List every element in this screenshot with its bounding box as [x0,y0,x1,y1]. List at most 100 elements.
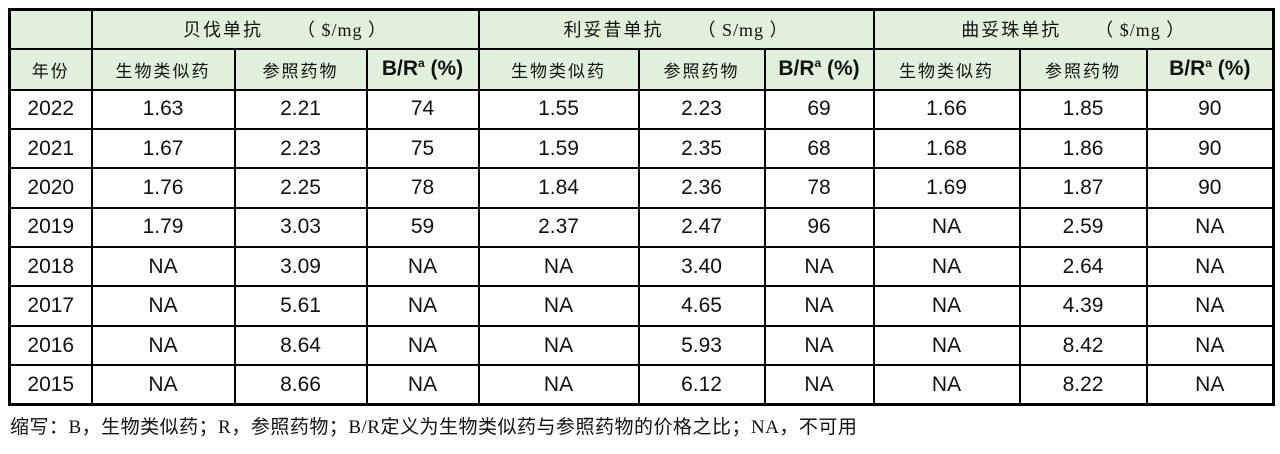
value-cell: 59 [365,206,480,249]
value-cell: 6.12 [637,364,766,406]
year-cell: 2015 [8,364,93,406]
value-cell: 8.64 [233,324,368,367]
br-ratio-header-cell: B/Ra (%) [763,47,875,91]
value-cell: 2.21 [233,88,368,130]
year-cell: 2021 [8,127,93,170]
table-row: 2019 1.79 3.03 59 2.37 2.47 96 NA 2.59 NA [8,206,1275,249]
year-cell: 2022 [8,88,93,130]
value-cell: 3.09 [233,246,368,288]
table-row: 2021 1.67 2.23 75 1.59 2.35 68 1.68 1.86 90 [8,127,1275,170]
value-cell: 68 [763,127,875,170]
value-cell: 1.87 [1018,167,1148,209]
value-cell: 2.36 [637,167,766,209]
value-cell: 2.35 [637,127,766,170]
value-cell: 75 [365,127,480,170]
reference-header-cell: 参照药物 [233,47,368,91]
value-cell: 2.59 [1018,206,1148,249]
value-cell: NA [477,246,640,288]
value-cell: 96 [763,206,875,249]
biosimilar-header-cell: 生物类似药 [90,47,236,91]
value-cell: 2.25 [233,167,368,209]
value-cell: 1.85 [1018,88,1148,130]
value-cell: 1.67 [90,127,236,170]
value-cell: 1.84 [477,167,640,209]
year-cell: 2017 [8,285,93,327]
value-cell: 1.76 [90,167,236,209]
value-cell: 69 [763,88,875,130]
biosimilar-header-cell: 生物类似药 [477,47,640,91]
value-cell: NA [763,285,875,327]
group-unit: （ S/mg ） [697,20,789,41]
value-cell: 2.23 [233,127,368,170]
value-cell: NA [1145,285,1275,327]
value-cell: NA [477,285,640,327]
table-row: 2022 1.63 2.21 74 1.55 2.23 69 1.66 1.85 90 [8,88,1275,130]
table-row: 2015 NA 8.66 NA NA 6.12 NA NA 8.22 NA [8,364,1275,406]
footnote-marker-a: a [417,56,425,70]
year-column-spacer-cell [8,8,93,50]
value-cell: 3.03 [233,206,368,249]
table-row: 2020 1.76 2.25 78 1.84 2.36 78 1.69 1.87 90 [8,167,1275,209]
year-cell: 2018 [8,246,93,288]
value-cell: NA [763,246,875,288]
value-cell: 1.86 [1018,127,1148,170]
value-cell: 4.39 [1018,285,1148,327]
value-cell: 78 [365,167,480,209]
year-cell: 2016 [8,324,93,367]
group-name: 曲妥珠单抗 [961,20,1062,41]
value-cell: 8.22 [1018,364,1148,406]
group-unit: （ $/mg ） [1095,20,1186,41]
value-cell: NA [1145,206,1275,249]
value-cell: 1.69 [872,167,1021,209]
footnote-marker-a: a [814,56,822,70]
abbreviations-footnote: 缩写：B，生物类似药；R，参照药物；B/R定义为生物类似药与参照药物的价格之比；… [10,417,858,438]
value-cell: 3.40 [637,246,766,288]
value-cell: NA [872,206,1021,249]
value-cell: 2.47 [637,206,766,249]
sub-header-row: 年份 生物类似药 参照药物 B/Ra (%) 生物类似药 参照药物 B/Ra (… [8,47,1275,91]
value-cell: 2.64 [1018,246,1148,288]
group-unit: （ $/mg ） [296,20,387,41]
value-cell: NA [1145,246,1275,288]
value-cell: NA [365,246,480,288]
table-row: 2017 NA 5.61 NA NA 4.65 NA NA 4.39 NA [8,285,1275,327]
value-cell: 2.37 [477,206,640,249]
group-header-rituximab: 利妥昔单抗 （ S/mg ） [477,8,875,50]
value-cell: NA [90,324,236,367]
footnote-marker-a: a [1205,56,1212,70]
group-header-bevacizumab: 贝伐单抗 （ $/mg ） [90,8,480,50]
reference-header-cell: 参照药物 [637,47,766,91]
value-cell: 5.93 [637,324,766,367]
value-cell: 5.61 [233,285,368,327]
br-ratio-header-cell: B/Ra (%) [365,47,480,91]
value-cell: NA [365,285,480,327]
value-cell: 90 [1145,167,1275,209]
value-cell: NA [763,364,875,406]
value-cell: 90 [1145,127,1275,170]
value-cell: 78 [763,167,875,209]
value-cell: 1.79 [90,206,236,249]
value-cell: NA [365,364,480,406]
value-cell: NA [90,246,236,288]
group-header-trastuzumab: 曲妥珠单抗 （ $/mg ） [872,8,1275,50]
table-body: 2022 1.63 2.21 74 1.55 2.23 69 1.66 1.85 90 2021 1.… [8,88,1275,406]
value-cell: 90 [1145,88,1275,130]
value-cell: 2.23 [637,88,766,130]
group-name: 贝伐单抗 [182,20,263,41]
value-cell: NA [365,324,480,367]
value-cell: 1.63 [90,88,236,130]
table-header: 贝伐单抗 （ $/mg ） 利妥昔单抗 （ S/mg ） 曲妥珠单抗 （ $/mg ）… [8,8,1275,91]
value-cell: 1.66 [872,88,1021,130]
group-header-row: 贝伐单抗 （ $/mg ） 利妥昔单抗 （ S/mg ） 曲妥珠单抗 （ $/mg ） [8,8,1275,50]
value-cell: NA [90,285,236,327]
value-cell: NA [477,324,640,367]
group-name: 利妥昔单抗 [563,20,664,41]
year-cell: 2019 [8,206,93,249]
value-cell: 4.65 [637,285,766,327]
br-ratio-header-cell: B/Ra (%) [1145,47,1275,91]
value-cell: NA [90,364,236,406]
value-cell: NA [763,324,875,367]
value-cell: NA [872,246,1021,288]
value-cell: 1.59 [477,127,640,170]
